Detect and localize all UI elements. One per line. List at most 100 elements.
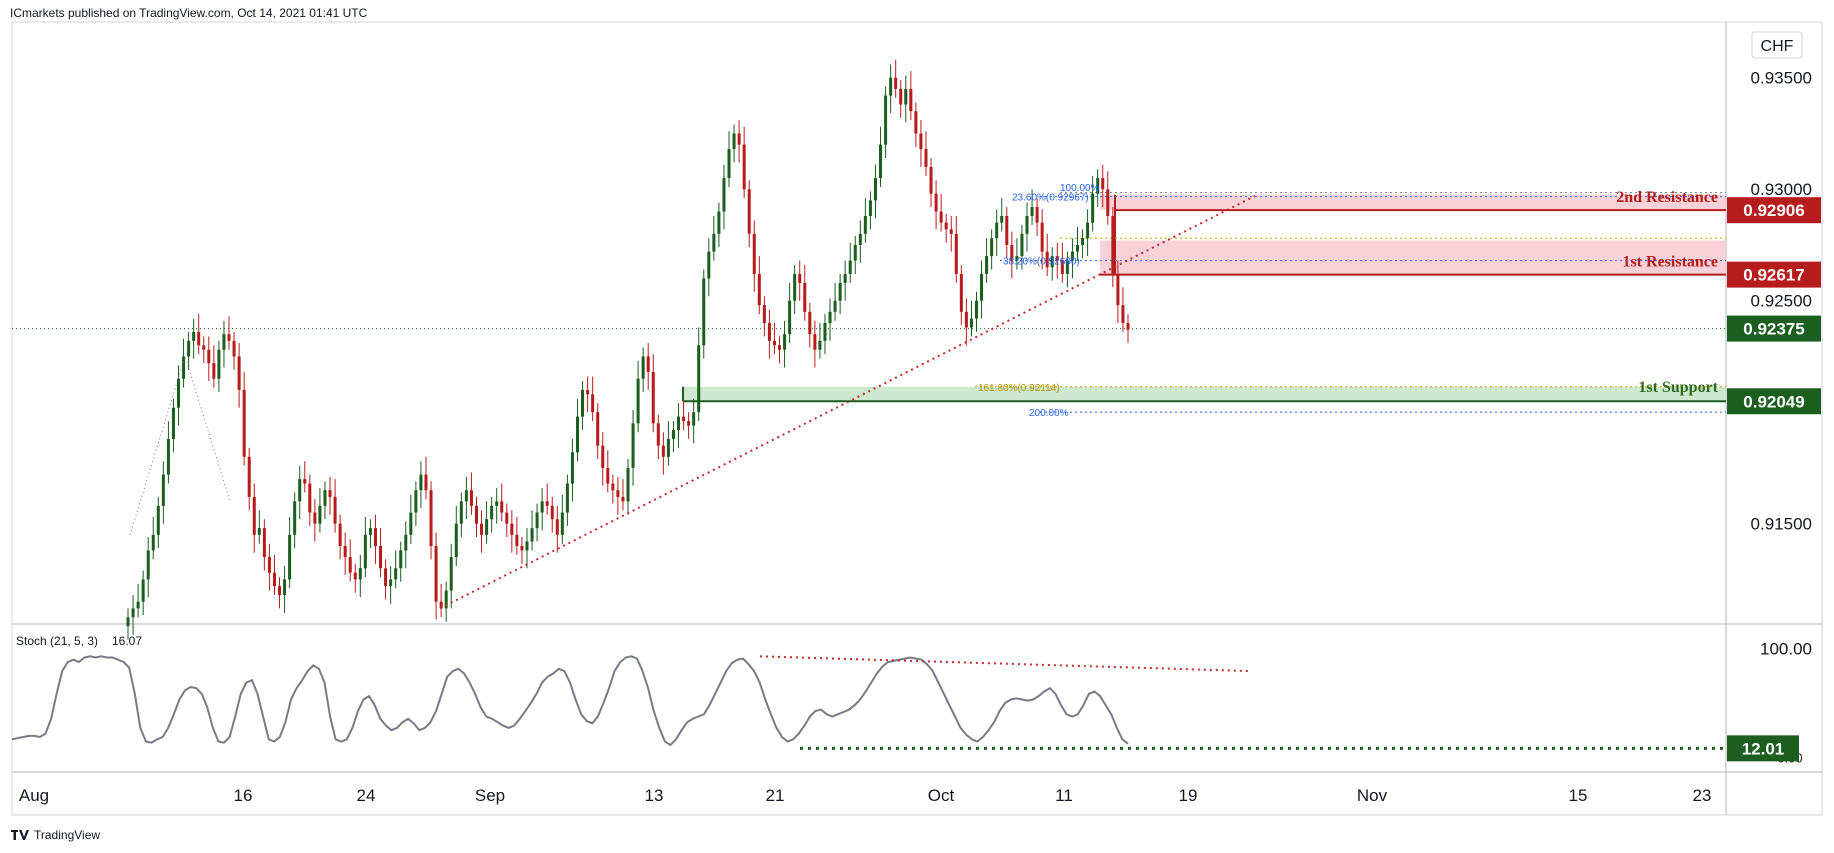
candle-body: [752, 233, 756, 274]
candle-body: [141, 579, 145, 602]
candle-body: [151, 534, 155, 551]
candle-body: [697, 345, 701, 413]
candle-body: [1126, 323, 1130, 330]
candle-body: [1111, 215, 1115, 274]
candle-body: [823, 323, 827, 341]
candle-body: [793, 273, 797, 301]
candle-body: [838, 282, 842, 301]
price-tick-label: 0.93000: [1751, 180, 1812, 199]
candle-body: [969, 318, 973, 328]
candle-body: [353, 572, 357, 580]
candle-body: [828, 311, 832, 323]
candle-body: [747, 189, 751, 234]
candle-body: [914, 111, 918, 134]
fib-label-161: 161.80%(0.92114): [978, 383, 1060, 394]
candle-body: [469, 490, 473, 506]
candle-body: [707, 251, 711, 279]
candle-body: [560, 512, 564, 535]
footer: TradingView: [10, 828, 100, 842]
candle-body: [1106, 189, 1110, 216]
candle-body: [929, 166, 933, 194]
candle-body: [863, 215, 867, 234]
candle-body: [182, 356, 186, 379]
candle-body: [591, 394, 595, 413]
candle-body: [323, 490, 327, 506]
candle-body: [429, 490, 433, 546]
time-tick-label: 16: [234, 786, 253, 805]
candle-body: [813, 334, 817, 350]
resistance-2-label: 2nd Resistance: [1616, 189, 1718, 206]
candle-body: [722, 178, 726, 212]
candle-body: [737, 133, 741, 145]
stoch-level-tag: 12.01: [1742, 739, 1785, 758]
stoch-axis-tick: 100.00: [1760, 639, 1812, 658]
price-tick-label: 0.93500: [1751, 69, 1812, 88]
candle-body: [1075, 244, 1080, 252]
candle-body: [439, 601, 443, 609]
candle-body: [833, 300, 837, 312]
candle-body: [1035, 207, 1039, 223]
candle-body: [692, 412, 696, 426]
candle-body: [1005, 215, 1009, 245]
candle-body: [1121, 305, 1125, 323]
candle-body: [636, 378, 640, 424]
candle-body: [278, 586, 282, 596]
candle-body: [318, 505, 322, 524]
candle-body: [247, 456, 251, 497]
candle-body: [1086, 222, 1090, 239]
candle-body: [687, 421, 691, 426]
time-tick-label: 13: [645, 786, 664, 805]
candle-body: [611, 483, 615, 491]
candle-body: [1101, 178, 1105, 190]
candle-body: [283, 579, 287, 596]
candle-body: [308, 483, 312, 513]
candle-body: [328, 490, 332, 497]
candle-body: [676, 416, 681, 431]
candle-body: [419, 474, 423, 491]
candle-body: [853, 244, 857, 261]
candle-body: [146, 550, 150, 580]
time-tick-label: 19: [1179, 786, 1198, 805]
candle-body: [525, 541, 529, 551]
candle-body: [879, 144, 883, 179]
candle-body: [379, 545, 383, 569]
candle-body: [217, 349, 221, 379]
candle-body: [368, 528, 372, 535]
fib-label-100: 100.00%: [1060, 183, 1100, 194]
candle-body: [682, 416, 686, 422]
candle-body: [389, 579, 393, 587]
support-1-zone: [683, 386, 1726, 402]
candle-body: [1060, 260, 1064, 274]
candle-body: [232, 340, 236, 357]
candle-body: [783, 334, 787, 350]
candle-body: [242, 389, 246, 457]
resistance-1-zone: [1100, 240, 1726, 275]
candle-body: [1065, 260, 1069, 274]
candle-body: [197, 331, 201, 346]
candle-body: [671, 430, 675, 439]
candle-body: [990, 238, 994, 257]
time-tick-label: Nov: [1357, 786, 1388, 805]
candle-body: [565, 483, 569, 513]
candle-body: [409, 512, 413, 535]
candle-body: [646, 356, 650, 373]
candle-body: [414, 490, 418, 513]
candle-body: [485, 519, 489, 535]
candle-body: [343, 545, 347, 558]
candle-body: [757, 273, 761, 306]
candle-body: [424, 474, 428, 491]
candle-body: [788, 300, 792, 335]
candle-body: [505, 512, 509, 524]
resistance-2-tag-bg: [1727, 197, 1821, 224]
candle-body: [586, 389, 590, 395]
candle-body: [515, 534, 519, 546]
stoch-title: Stoch (21, 5, 3): [16, 634, 98, 648]
tradingview-logo-icon: [11, 830, 29, 840]
candle-body: [520, 545, 524, 551]
support-1-label: 1st Support: [1638, 379, 1718, 396]
candle-body: [136, 601, 140, 609]
support-1-tag-bg: [1727, 388, 1821, 415]
resistance-2-tag: 0.92906: [1743, 201, 1804, 220]
candle-body: [843, 273, 847, 283]
